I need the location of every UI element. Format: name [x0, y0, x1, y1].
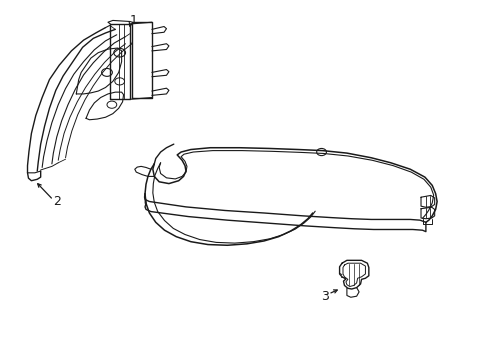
Text: 1: 1: [129, 14, 137, 27]
Text: 2: 2: [53, 195, 61, 208]
Text: 3: 3: [320, 290, 328, 303]
